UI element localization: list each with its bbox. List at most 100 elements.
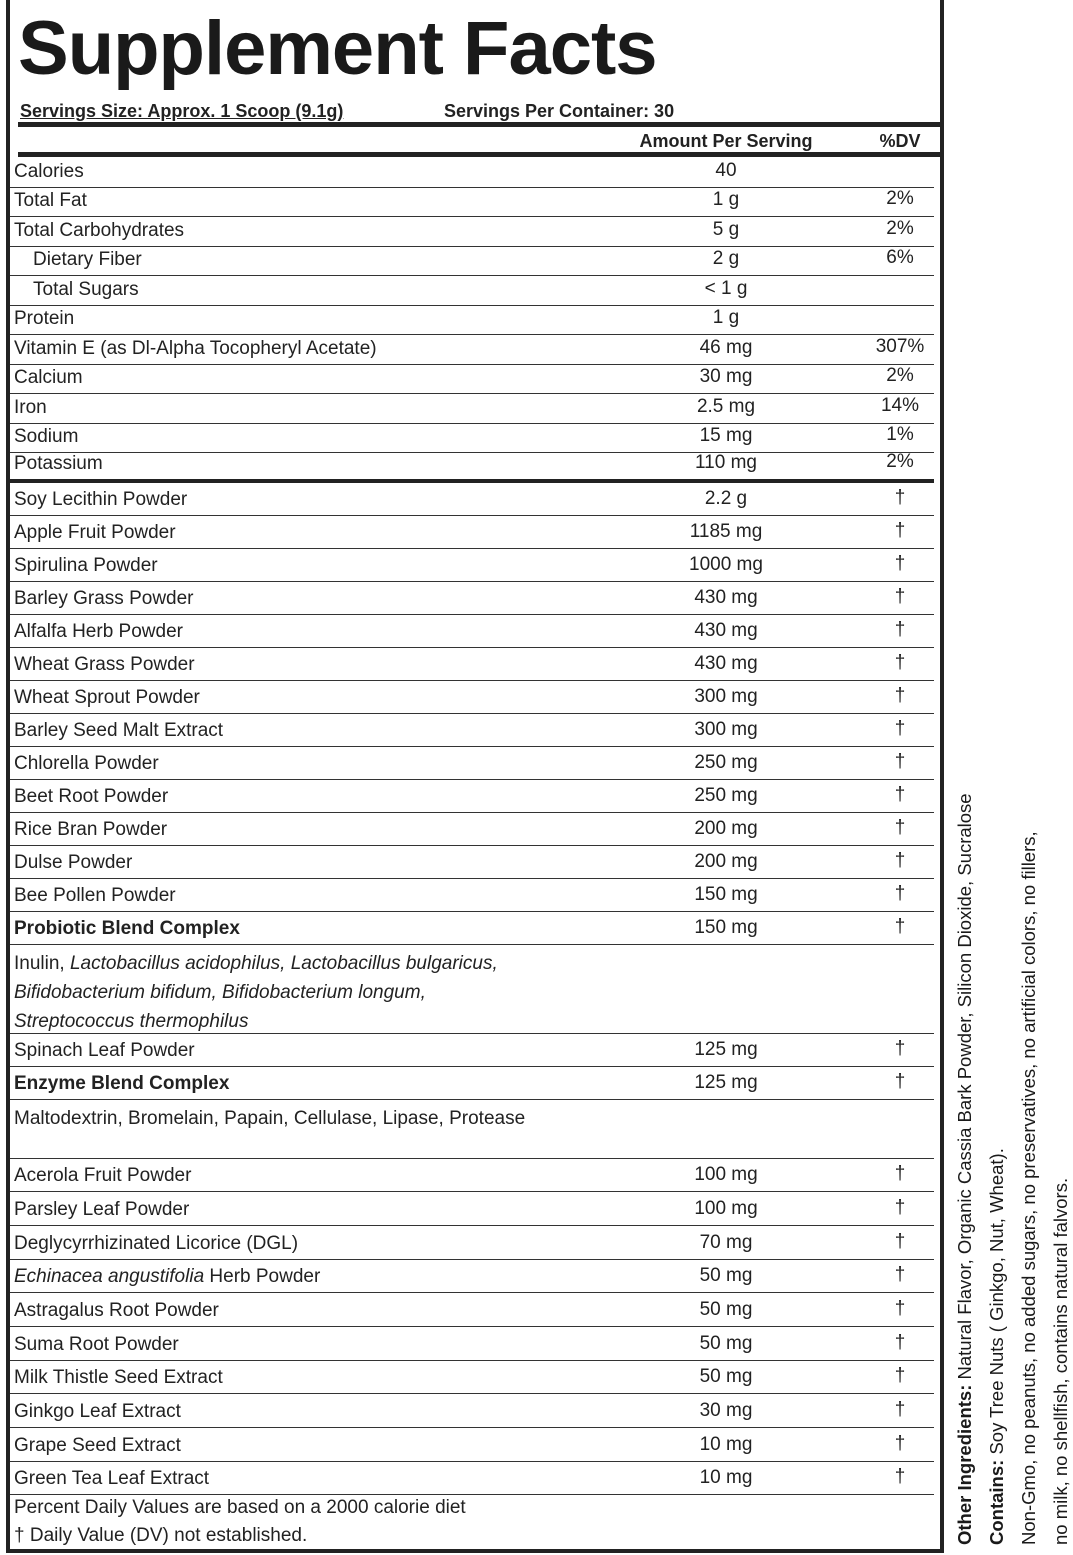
daily-value: † [894,783,906,805]
nutrient-name: Sodium [14,426,78,448]
nutrient-name: Ginkgo Leaf Extract [14,1401,181,1423]
nutrient-name: Calcium [14,367,83,389]
side-panel: Other Ingredients: Natural Flavor, Organ… [945,0,1073,1555]
amount: 150 mg [694,883,758,905]
nutrient-row: Soy Lecithin Powder 2.2 g † [10,483,934,516]
nutrient-row: Apple Fruit Powder 1185 mg † [10,516,934,549]
nutrient-name: Barley Seed Malt Extract [14,720,223,742]
daily-value: † [894,1331,906,1353]
daily-value: † [894,750,906,772]
amount: 100 mg [694,1197,758,1219]
nutrient-name: Alfalfa Herb Powder [14,621,183,643]
amount: 5 g [712,218,740,240]
amount: 15 mg [699,425,753,446]
side-note: Non-Gmo, no peanuts, no added sugars, no… [1018,831,1039,1545]
footnotes: Percent Daily Values are based on a 2000… [14,1494,466,1550]
nutrient-row: Spinach Leaf Powder 125 mg † [10,1034,934,1067]
serving-size: Servings Size: Approx. 1 Scoop (9.1g) [20,101,344,121]
nutrient-name-text: Total Sugars [33,278,139,300]
nutrient-name: Astragalus Root Powder [14,1300,219,1322]
header-dv: %DV [879,131,921,151]
nutrient-name: Iron [14,397,47,419]
nutrient-name-text: Spinach Leaf Powder [14,1039,195,1061]
nutrient-row: Acerola Fruit Powder 100 mg † [10,1159,934,1193]
amount: 1 g [712,189,740,210]
amount: 430 mg [694,619,758,641]
nutrient-name: Rice Bran Powder [14,819,167,841]
nutrient-name-text: Sodium [14,426,79,447]
facts-panel: Supplement Facts Servings Size: Approx. … [6,0,944,1553]
nutrient-row: Ginkgo Leaf Extract 30 mg † [10,1394,934,1428]
nutrient-name: Wheat Grass Powder [14,654,195,676]
nutrient-name: Grape Seed Extract [14,1435,181,1457]
nutrient-name-text: Calories [14,160,84,182]
amount: 1 g [712,307,740,328]
daily-value: † [894,684,906,706]
daily-value: † [894,1399,906,1420]
nutrient-name: Spirulina Powder [14,555,158,577]
amount: 430 mg [694,586,758,608]
daily-value: 2% [886,217,914,239]
amount: 250 mg [694,784,758,806]
nutrient-name: Milk Thistle Seed Extract [14,1367,223,1389]
nutrient-name-text: Calcium [14,367,83,388]
note-text: Inulin, [14,952,65,974]
nutrient-row: Spirulina Powder 1000 mg † [10,549,934,582]
nutrient-name: Suma Root Powder [14,1334,179,1356]
footnote: † Daily Value (DV) not established. [14,1525,308,1546]
nutrient-name: Green Tea Leaf Extract [14,1468,209,1490]
nutrient-name-text: Deglycyrrhizinated Licorice (DGL) [14,1232,299,1254]
nutrient-name-text: Enzyme Blend Complex [14,1072,230,1094]
amount: 200 mg [694,850,758,872]
nutrient-row: Total Carbohydrates 5 g 2% [10,217,934,247]
nutrient-name-text: Rice Bran Powder [14,818,168,840]
nutrient-name: Beet Root Powder [14,786,168,808]
ingredient-note: Maltodextrin, Bromelain, Papain, Cellula… [10,1100,934,1159]
rule [18,122,940,127]
daily-value: † [894,717,906,739]
nutrient-row: Sodium 15 mg 1% [10,424,934,453]
daily-value: † [894,915,906,937]
daily-value: † [894,1432,906,1454]
nutrient-name: Dietary Fiber [33,249,142,271]
nutrient-row: Total Sugars < 1 g [10,276,934,306]
nutrient-name-text: Green Tea Leaf Extract [14,1468,210,1490]
amount: 300 mg [694,685,758,707]
amount: 40 [715,159,737,181]
nutrient-row: Wheat Sprout Powder 300 mg † [10,681,934,714]
ingredient-note: Inulin, Lactobacillus acidophilus, Lacto… [10,945,934,1034]
nutrient-name: Deglycyrrhizinated Licorice (DGL) [14,1233,298,1255]
amount: 430 mg [694,652,758,674]
amount: 50 mg [699,1366,753,1388]
daily-value: † [894,1466,906,1488]
daily-value: † [894,585,906,607]
daily-value: † [894,1196,906,1218]
daily-value: † [894,1037,906,1059]
nutrient-name-text: Soy Lecithin Powder [14,488,188,510]
nutrient-name-text: Wheat Grass Powder [14,653,195,675]
daily-value: 2% [886,450,914,472]
nutrient-name-text: Dulse Powder [14,851,133,873]
daily-value: † [894,1264,906,1286]
nutrient-name-text: Alfalfa Herb Powder [14,620,183,642]
amount: 70 mg [699,1231,753,1253]
nutrient-name: Total Carbohydrates [14,220,184,242]
nutrient-name-text: Protein [14,308,75,329]
nutrient-name-text: Ginkgo Leaf Extract [14,1401,181,1422]
nutrient-row: Milk Thistle Seed Extract 50 mg † [10,1361,934,1395]
nutrient-row: Echinacea angustifolia Herb Powder 50 mg † [10,1260,934,1294]
nutrient-name-italic: Echinacea angustifolia [14,1266,205,1288]
daily-value: † [894,882,906,904]
other-label: Other Ingredients: [954,1384,975,1545]
nutrient-name-text: Potassium [14,452,103,474]
nutrient-name-text: Iron [14,396,47,418]
amount: 2.5 mg [696,395,756,417]
title: Supplement Facts [18,6,658,91]
nutrient-name-text: Astragalus Root Powder [14,1299,219,1321]
nutrient-name: Vitamin E (as Dl-Alpha Tocopheryl Acetat… [14,338,377,360]
amount: 50 mg [699,1298,753,1320]
nutrient-name: Echinacea angustifolia Herb Powder [14,1266,320,1288]
amount: 10 mg [699,1433,753,1455]
amount: 125 mg [694,1038,758,1060]
nutrient-row: Dulse Powder 200 mg † [10,846,934,879]
